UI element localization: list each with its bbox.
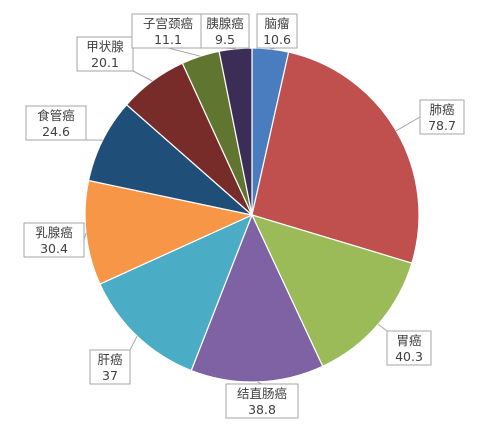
leader-line (395, 116, 421, 132)
pie-slice (250, 214, 413, 368)
slice-label: 食管癌 (37, 108, 75, 123)
data-label-box (25, 105, 87, 141)
slice-label: 肺癌 (429, 102, 454, 117)
slice-value: 20.1 (91, 55, 119, 70)
slice-value: 40.3 (395, 349, 423, 364)
leader-line (377, 323, 388, 332)
data-label-box (200, 13, 250, 49)
leader-line (129, 335, 138, 351)
slice-value: 11.1 (154, 32, 182, 47)
slice-value: 10.6 (263, 32, 291, 47)
slice-label: 结直肠癌 (237, 386, 287, 401)
leader-line (132, 70, 153, 82)
slice-value: 30.4 (40, 241, 68, 256)
slice-label: 乳腺癌 (35, 225, 73, 240)
data-label-box (419, 99, 465, 135)
slice-label: 甲状腺 (86, 39, 124, 54)
data-label-box (256, 13, 298, 49)
pie-slices (84, 47, 420, 383)
slice-label: 子宫颈癌 (143, 16, 193, 31)
data-label-box (23, 222, 85, 258)
slice-label: 胃癌 (396, 333, 421, 348)
pie-slice (190, 213, 324, 383)
slice-value: 37 (102, 368, 118, 383)
slice-label: 胰腺癌 (206, 16, 244, 31)
data-label-box (76, 36, 134, 72)
data-label-box (225, 383, 299, 419)
data-label-box (89, 349, 131, 385)
data-label-box (131, 13, 205, 49)
slice-value: 24.6 (42, 124, 70, 139)
slice-label: 肝癌 (97, 352, 122, 367)
slice-label: 脑瘤 (264, 16, 290, 31)
slice-value: 9.5 (215, 32, 235, 47)
slice-value: 78.7 (428, 118, 456, 133)
leader-line (167, 47, 201, 57)
data-label-box (386, 330, 432, 366)
slice-value: 38.8 (248, 402, 276, 417)
